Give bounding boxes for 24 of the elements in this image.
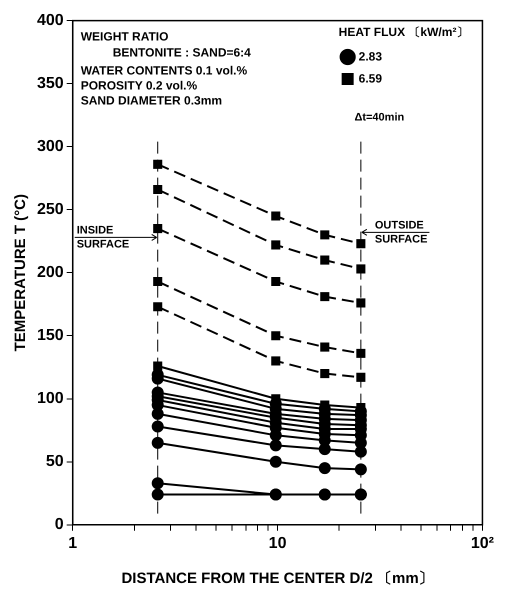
y-axis-title: TEMPERATURE T (°C) bbox=[12, 194, 30, 352]
y-tick-label: 300 bbox=[36, 138, 64, 156]
y-tick-label: 50 bbox=[46, 453, 64, 470]
y-tick-label: 350 bbox=[36, 75, 64, 92]
annotation: WATER CONTENTS 0.1 vol.% bbox=[80, 64, 248, 78]
y-tick-label: 400 bbox=[36, 12, 64, 30]
annotation: SAND DIAMETER 0.3mm bbox=[80, 94, 222, 108]
y-tick-label: 250 bbox=[36, 201, 64, 218]
y-tick-label: 150 bbox=[36, 327, 64, 344]
legend-label: 2.83 bbox=[358, 49, 382, 64]
annotation: POROSITY 0.2 vol.% bbox=[80, 78, 198, 93]
y-tick-label: 200 bbox=[36, 264, 64, 282]
y-tick-label: 100 bbox=[36, 390, 64, 408]
annotation: WEIGHT RATIO bbox=[80, 30, 168, 44]
ref-line-label: INSIDE SURFACE bbox=[76, 224, 130, 250]
y-tick-label: 0 bbox=[54, 516, 64, 534]
x-tick-label: 10 bbox=[268, 534, 287, 552]
annotation: Δt=40min bbox=[354, 112, 405, 124]
annotation: BENTONITE : SAND=6:4 bbox=[112, 46, 252, 60]
ref-line-label: OUTSIDE SURFACE bbox=[374, 219, 428, 246]
x-axis-title: DISTANCE FROM THE CENTER D/2 〔mm〕 bbox=[121, 570, 434, 588]
legend-label: 6.59 bbox=[358, 71, 382, 86]
x-tick-label: 10² bbox=[470, 534, 494, 552]
x-tick-label: 1 bbox=[68, 534, 78, 552]
